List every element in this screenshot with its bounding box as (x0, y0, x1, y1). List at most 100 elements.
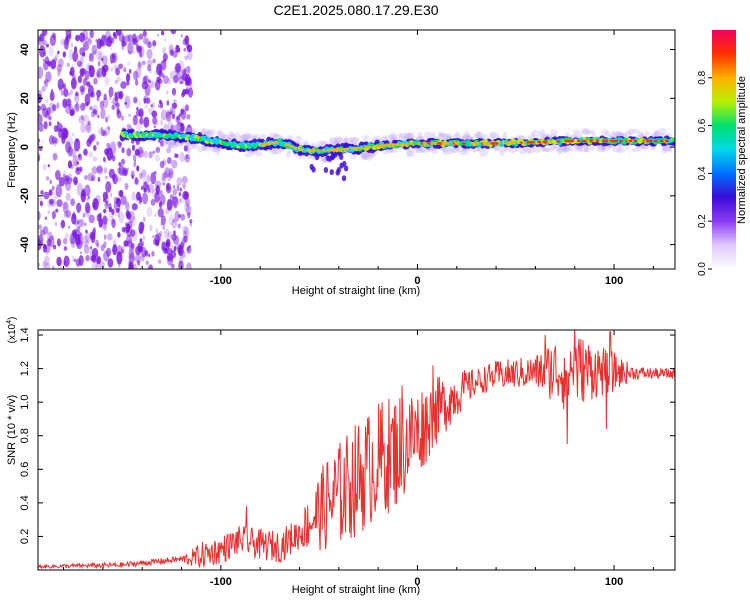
spectrogram-halo (273, 132, 279, 138)
spectrogram-speckle (121, 226, 126, 233)
spectrogram-halo (275, 133, 283, 140)
spectrogram-speckle (132, 263, 137, 269)
colorbar-tick-label: 0.2 (697, 214, 708, 228)
spectrogram-speckle (116, 76, 121, 83)
spectrogram-speckle (109, 53, 116, 64)
spectrogram-speckle (38, 224, 43, 230)
spectrogram-halo (416, 148, 424, 154)
spectrogram-halo (442, 133, 453, 140)
spectrogram-speckle (130, 242, 135, 249)
spectrogram-halo (472, 133, 479, 139)
spectrogram-halo (451, 148, 460, 153)
spectrogram-xtick-label: -100 (210, 275, 232, 287)
snr-ytick-label: 1.2 (19, 361, 31, 376)
spectrogram-speckle (52, 153, 58, 162)
spectrogram-tail-blob (323, 166, 329, 173)
spectrogram-speckle (68, 92, 71, 97)
spectrogram-halo (406, 149, 415, 158)
spectrogram-speckle (75, 34, 80, 42)
snr-multiplier-base: (x10 (7, 323, 18, 343)
spectrogram-ridge-peak (353, 147, 358, 150)
spectrogram-speckle (168, 168, 174, 179)
spectrogram-speckle (151, 110, 158, 118)
spectrogram-speckle (48, 116, 52, 121)
spectrogram-halo (204, 130, 214, 135)
spectrogram-speckle (88, 52, 94, 62)
spectrogram-speckle (103, 93, 107, 101)
spectrogram-speckle (136, 106, 139, 111)
spectrogram-speckle (112, 244, 118, 256)
spectrogram-speckle (152, 58, 156, 64)
spectrogram-speckle (160, 215, 166, 226)
spectrogram-speckle (79, 85, 86, 93)
spectrogram-speckle (187, 147, 191, 154)
spectrogram-speckle (103, 166, 107, 174)
spectrogram-speckle (128, 252, 135, 264)
spectrogram-speckle (132, 50, 136, 55)
spectrogram-speckle (181, 73, 188, 81)
spectrogram-speckle (173, 99, 176, 102)
spectrogram-speckle (88, 38, 92, 45)
spectrogram-speckle (130, 172, 133, 176)
spectrogram-speckle (70, 77, 77, 90)
spectrogram-speckle (142, 177, 147, 185)
spectrogram-speckle (111, 104, 115, 111)
spectrogram-speckle (76, 161, 79, 165)
spectrogram-halo (431, 148, 438, 155)
spectrogram-halo (661, 146, 668, 154)
spectrogram-speckle (77, 75, 83, 84)
spectrogram-speckle (146, 97, 151, 104)
spectrogram-speckle (49, 179, 52, 185)
spectrogram-halo (584, 146, 590, 153)
spectrogram-speckle (60, 38, 65, 46)
spectrogram-speckle (167, 173, 172, 183)
spectrogram-speckle (186, 262, 192, 269)
spectrogram-speckle (143, 97, 147, 104)
spectrogram-ridge-core (672, 137, 675, 142)
spectrogram-speckle (183, 202, 190, 212)
spectrogram-speckle (38, 122, 44, 132)
spectrogram-halo (201, 128, 206, 134)
spectrogram-speckle (84, 184, 91, 197)
spectrogram-ridge-peak (410, 142, 414, 146)
spectrogram-speckle (43, 80, 47, 84)
spectrogram-speckle (98, 50, 104, 62)
spectrogram-speckle (105, 181, 112, 193)
spectrogram-halo (662, 145, 672, 152)
spectrogram-speckle (130, 215, 137, 227)
spectrogram-ridge-peak (446, 142, 450, 145)
colorbar-tick-label: 0.0 (697, 262, 708, 276)
spectrogram-speckle (134, 78, 139, 86)
spectrogram-speckle (100, 129, 106, 137)
spectrogram-ridge-peak (356, 146, 361, 150)
spectrogram-speckle (65, 103, 72, 114)
spectrogram-speckle (155, 185, 160, 194)
spectrogram-speckle (176, 183, 180, 188)
spectrogram-speckle (38, 111, 41, 117)
spectrogram-speckle (38, 114, 43, 125)
spectrogram-halo (556, 146, 563, 155)
spectrogram-speckle (111, 218, 116, 229)
spectrogram-speckle (108, 96, 112, 100)
spectrogram-speckle (175, 62, 182, 73)
snr-ytick-label: 1.0 (19, 395, 31, 410)
spectrogram-speckle (172, 195, 179, 208)
spectrogram-speckle (95, 261, 102, 269)
spectrogram-speckle (138, 153, 141, 158)
spectrogram-content (38, 30, 675, 269)
spectrogram-speckle (117, 211, 121, 219)
spectrogram-speckle (152, 150, 156, 155)
spectrogram-speckle (179, 152, 185, 163)
spectrogram-speckle (111, 99, 114, 104)
spectrogram-speckle (131, 174, 134, 179)
spectrogram-tail-blob (314, 154, 320, 161)
spectrogram-halo (627, 128, 635, 136)
spectrogram-speckle (150, 172, 157, 185)
spectrogram-speckle (100, 64, 105, 75)
spectrogram-speckle (187, 49, 193, 61)
spectrogram-speckle (121, 147, 125, 154)
spectrogram-speckle (82, 212, 86, 218)
spectrogram-speckle (74, 160, 79, 167)
spectrogram-ridge-peak (556, 140, 561, 143)
spectrogram-speckle (132, 70, 139, 81)
